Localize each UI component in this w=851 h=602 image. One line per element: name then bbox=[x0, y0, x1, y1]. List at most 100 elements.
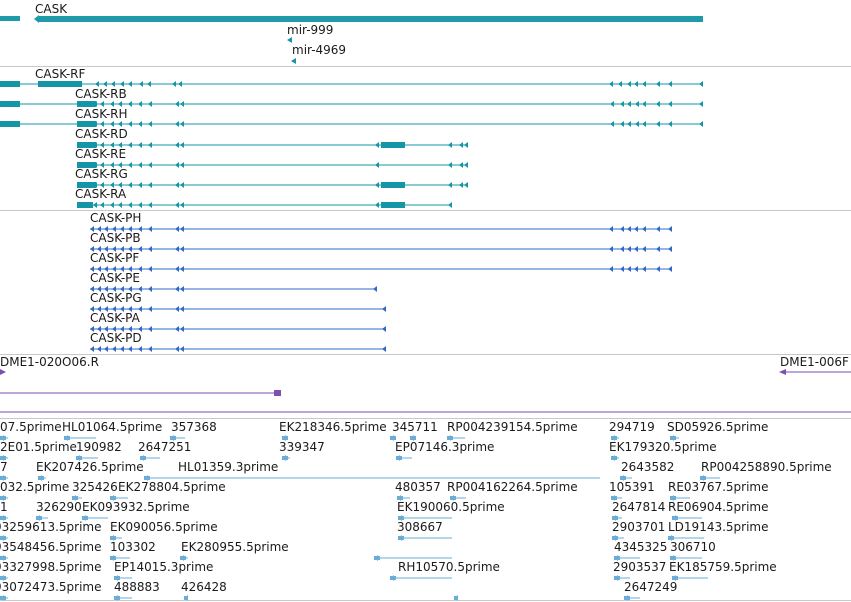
transcript-strand-arrow bbox=[178, 81, 182, 87]
est-label[interactable]: EP07146.3prime bbox=[395, 440, 494, 454]
transcript-strand-arrow bbox=[448, 202, 452, 208]
est-label[interactable]: EP14015.3prime bbox=[114, 560, 213, 574]
est-label[interactable]: RH10570.5prime bbox=[398, 560, 500, 574]
est-label[interactable]: 2647251 bbox=[138, 440, 191, 454]
est-label[interactable]: EK207426.5prime bbox=[36, 460, 144, 474]
feature-marker[interactable] bbox=[0, 369, 6, 375]
est-label[interactable]: EK179320.5prime bbox=[609, 440, 717, 454]
transcript-strand-arrow bbox=[111, 81, 115, 87]
mirna-marker[interactable] bbox=[287, 37, 292, 43]
mirna-marker[interactable] bbox=[291, 58, 296, 64]
protein-strand-arrow bbox=[609, 226, 613, 232]
est-label[interactable]: 480357 bbox=[395, 480, 441, 494]
est-label[interactable]: EK278804.5prime bbox=[118, 480, 226, 494]
est-strand-arrow bbox=[180, 555, 184, 561]
est-label[interactable]: SD05926.5prime bbox=[667, 420, 768, 434]
est-label[interactable]: 93548456.5prime bbox=[0, 540, 101, 554]
est-label[interactable]: 4345325 bbox=[614, 540, 667, 554]
gene-left-fragment[interactable] bbox=[0, 16, 20, 21]
est-label[interactable]: 326290 bbox=[36, 500, 82, 514]
transcript-strand-arrow bbox=[180, 142, 184, 148]
est-label[interactable]: EK218346.5prime bbox=[279, 420, 387, 434]
est-label[interactable]: EK190060.5prime bbox=[397, 500, 505, 514]
est-label[interactable]: 2643582 bbox=[621, 460, 674, 474]
est-label[interactable]: EK093932.5prime bbox=[82, 500, 190, 514]
est-label[interactable]: 339347 bbox=[279, 440, 325, 454]
transcript-label[interactable]: CASK-RA bbox=[75, 187, 127, 201]
est-label[interactable]: 7 bbox=[0, 460, 8, 474]
transcript-strand-arrow bbox=[103, 81, 107, 87]
gene-bar-cask[interactable] bbox=[38, 16, 703, 22]
est-label[interactable]: RP004258890.5prime bbox=[701, 460, 832, 474]
est-label[interactable]: 103302 bbox=[110, 540, 156, 554]
feature-label[interactable]: DME1-020O06.R bbox=[0, 355, 99, 369]
est-label[interactable]: 426428 bbox=[181, 580, 227, 594]
est-label[interactable]: 488883 bbox=[114, 580, 160, 594]
est-strand-arrow bbox=[672, 575, 676, 581]
protein-label[interactable]: CASK-PF bbox=[90, 251, 139, 265]
est-label[interactable]: RE03767.5prime bbox=[668, 480, 769, 494]
est-label[interactable]: 07.5prime bbox=[0, 420, 62, 434]
gene-label[interactable]: CASK bbox=[35, 2, 68, 16]
transcript-label[interactable]: CASK-RG bbox=[75, 167, 128, 181]
est-label[interactable]: 2903537 bbox=[613, 560, 666, 574]
mirna-label[interactable]: mir-999 bbox=[287, 23, 333, 37]
est-label[interactable]: 2903701 bbox=[612, 520, 665, 534]
transcript-strand-arrow bbox=[464, 162, 468, 168]
transcript-exon bbox=[77, 202, 93, 208]
transcript-label[interactable]: CASK-RD bbox=[75, 127, 128, 141]
feature-marker[interactable] bbox=[779, 369, 786, 375]
transcript-label[interactable]: CASK-RE bbox=[75, 147, 126, 161]
est-label[interactable]: HL01359.3prime bbox=[178, 460, 278, 474]
est-label[interactable]: 2647814 bbox=[612, 500, 665, 514]
transcript-label[interactable]: CASK-RF bbox=[35, 67, 85, 81]
est-label[interactable]: 1 bbox=[0, 500, 8, 514]
transcript-label[interactable]: CASK-RB bbox=[75, 87, 127, 101]
est-label[interactable]: 306710 bbox=[670, 540, 716, 554]
est-label[interactable]: RP004239154.5prime bbox=[447, 420, 578, 434]
protein-strand-arrow bbox=[382, 346, 386, 352]
est-label[interactable]: 032.5prime bbox=[0, 480, 69, 494]
est-label[interactable]: EK280955.5prime bbox=[181, 540, 289, 554]
est-label[interactable]: 325426 bbox=[72, 480, 118, 494]
protein-label[interactable]: CASK-PA bbox=[90, 311, 141, 325]
est-label[interactable]: RP004162264.5prime bbox=[447, 480, 578, 494]
est-label[interactable]: 93259613.5prime bbox=[0, 520, 101, 534]
protein-label[interactable]: CASK-PH bbox=[90, 211, 141, 225]
transcript-strand-arrow bbox=[12, 101, 16, 107]
protein-strand-arrow bbox=[138, 266, 142, 272]
est-label[interactable]: 2647249 bbox=[624, 580, 677, 594]
est-label[interactable]: LD19143.5prime bbox=[668, 520, 769, 534]
est-label[interactable]: 190982 bbox=[76, 440, 122, 454]
transcript-label[interactable]: CASK-RH bbox=[75, 107, 128, 121]
est-label[interactable]: 2E01.5prime bbox=[0, 440, 77, 454]
est-strand-arrow bbox=[390, 435, 394, 441]
protein-label[interactable]: CASK-PE bbox=[90, 271, 140, 285]
protein-strand-arrow bbox=[104, 306, 108, 312]
est-label[interactable]: 93327998.5prime bbox=[0, 560, 101, 574]
transcript-strand-arrow bbox=[180, 162, 184, 168]
transcript-strand-arrow bbox=[100, 162, 104, 168]
est-label[interactable]: EK185759.5prime bbox=[669, 560, 777, 574]
est-label[interactable]: 345711 bbox=[392, 420, 438, 434]
transcript-strand-arrow bbox=[656, 81, 660, 87]
est-label[interactable]: HL01064.5prime bbox=[62, 420, 162, 434]
est-label[interactable]: 93072473.5prime bbox=[0, 580, 101, 594]
est-label[interactable]: 308667 bbox=[397, 520, 443, 534]
protein-label[interactable]: CASK-PB bbox=[90, 231, 141, 245]
feature-label[interactable]: DME1-006F bbox=[780, 355, 849, 369]
transcript-strand-arrow bbox=[464, 182, 468, 188]
transcript-strand-arrow bbox=[139, 81, 143, 87]
est-label[interactable]: 294719 bbox=[609, 420, 655, 434]
est-label[interactable]: RE06904.5prime bbox=[668, 500, 769, 514]
est-label[interactable]: EK090056.5prime bbox=[110, 520, 218, 534]
mirna-label[interactable]: mir-4969 bbox=[292, 43, 346, 57]
protein-strand-arrow bbox=[97, 286, 101, 292]
protein-strand-arrow bbox=[175, 286, 179, 292]
transcript-strand-arrow bbox=[180, 182, 184, 188]
est-label[interactable]: 357368 bbox=[171, 420, 217, 434]
protein-label[interactable]: CASK-PG bbox=[90, 291, 142, 305]
protein-label[interactable]: CASK-PD bbox=[90, 331, 142, 345]
est-label[interactable]: 105391 bbox=[609, 480, 655, 494]
